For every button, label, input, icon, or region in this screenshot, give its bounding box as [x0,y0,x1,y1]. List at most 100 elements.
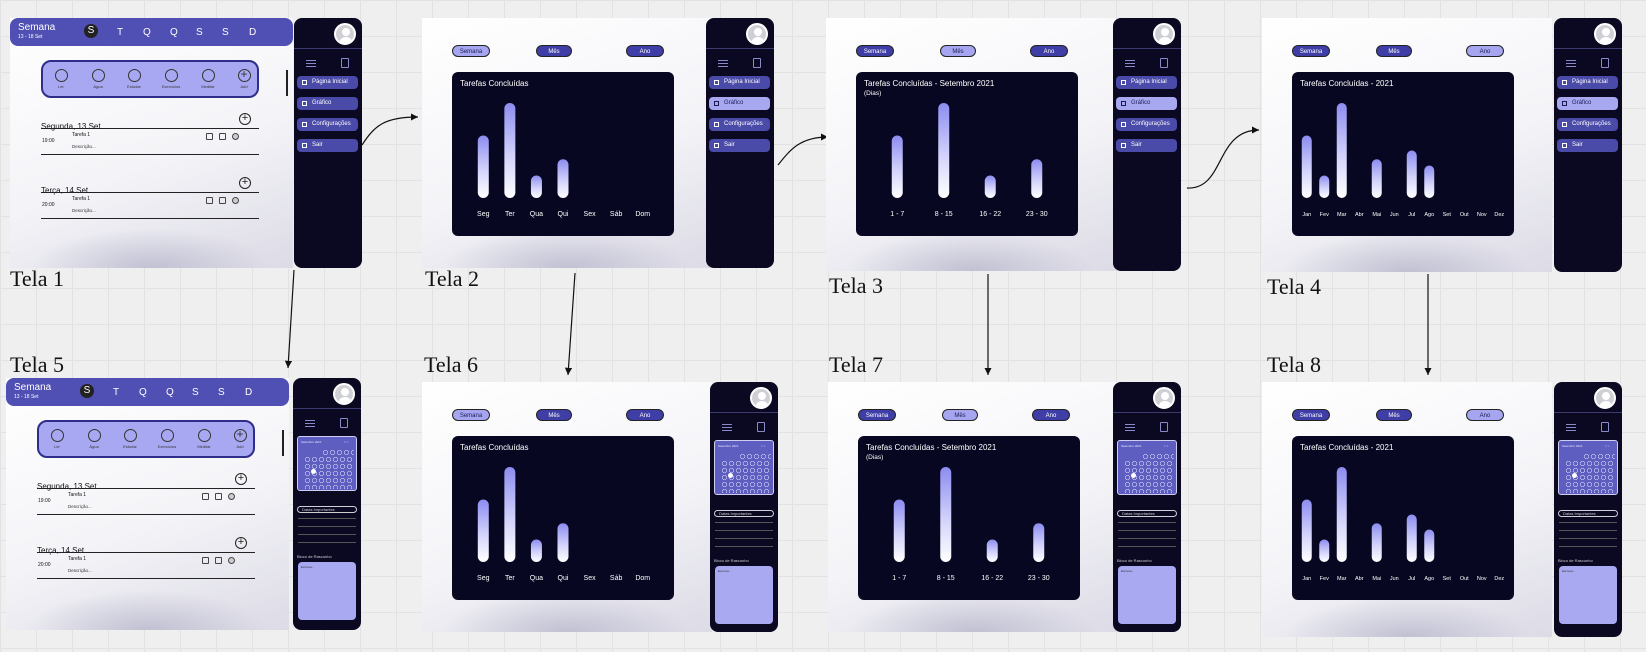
day-t[interactable]: T [117,27,124,38]
avatar[interactable] [1153,23,1175,45]
tab-mes[interactable]: Mês [536,45,572,57]
tab-semana[interactable]: Semana [452,409,490,421]
check-icon[interactable] [206,197,213,204]
day-s2[interactable]: S [196,27,203,38]
sidebar-item-home[interactable]: Página Inicial [1557,76,1618,89]
bar-1[interactable] [504,103,516,198]
bar-3[interactable] [1033,523,1045,562]
avatar[interactable] [1594,387,1616,409]
menu-icon[interactable] [718,60,728,67]
scroll-handle[interactable] [282,430,284,456]
day-t[interactable]: T [113,387,120,398]
check-icon[interactable] [206,133,213,140]
tab-ano[interactable]: Ano [626,409,664,421]
tab-ano[interactable]: Ano [1466,45,1504,57]
clipboard-icon[interactable] [340,418,348,428]
bar-2[interactable] [530,175,542,199]
add-task-button[interactable]: + [235,473,247,485]
clipboard-icon[interactable] [757,422,765,432]
sidebar-item-grafico[interactable]: Gráfico [1116,97,1177,110]
sidebar-item-config[interactable]: Configurações [297,118,358,131]
clipboard-icon[interactable] [1601,422,1609,432]
bar-1[interactable] [940,467,952,562]
sidebar-item-config[interactable]: Configurações [1116,118,1177,131]
sidebar-item-config[interactable]: Configurações [709,118,770,131]
clipboard-icon[interactable] [1160,58,1168,68]
sidebar-item-grafico[interactable]: Gráfico [297,97,358,110]
bloco-textarea[interactable]: Escreva... [1118,566,1176,624]
tab-mes[interactable]: Mês [942,409,978,421]
more-icon[interactable] [228,557,235,564]
day-s3[interactable]: S [222,27,229,38]
more-icon[interactable] [232,197,239,204]
bar-4[interactable] [1371,523,1382,562]
scroll-handle[interactable] [286,70,288,96]
tab-mes[interactable]: Mês [940,45,976,57]
sidebar-item-sair[interactable]: Sair [1116,139,1177,152]
bar-1[interactable] [1319,175,1330,199]
tab-mes[interactable]: Mês [1376,45,1412,57]
habit-meditar[interactable]: Meditar [193,69,223,89]
clipboard-icon[interactable] [1160,422,1168,432]
habit-estudar[interactable]: Estudar [119,69,149,89]
bloco-textarea[interactable]: Escreva... [715,566,773,624]
calendar-nav[interactable]: < > [344,440,349,444]
tab-semana[interactable]: Semana [1292,45,1330,57]
bar-3[interactable] [1031,159,1043,198]
tab-ano[interactable]: Ano [1466,409,1504,421]
check-icon[interactable] [202,557,209,564]
sidebar-item-home[interactable]: Página Inicial [297,76,358,89]
habit-exercicios[interactable]: Exercícios [152,429,182,449]
habit-add[interactable]: Add [225,427,255,449]
habit-agua[interactable]: Água [83,69,113,89]
more-icon[interactable] [228,493,235,500]
bar-2[interactable] [984,175,996,199]
thumb-icon[interactable] [219,133,226,140]
bar-7[interactable] [1424,165,1435,199]
avatar[interactable] [333,383,355,405]
bar-4[interactable] [1371,159,1382,198]
calendar-nav[interactable]: < > [1605,444,1610,448]
sidebar-item-grafico[interactable]: Gráfico [709,97,770,110]
sidebar-item-config[interactable]: Configurações [1557,118,1618,131]
day-q1[interactable]: Q [143,27,151,38]
habit-meditar[interactable]: Meditar [189,429,219,449]
bar-3[interactable] [557,523,569,562]
thumb-icon[interactable] [215,557,222,564]
bar-3[interactable] [557,159,569,198]
menu-icon[interactable] [1125,424,1135,431]
habit-add[interactable]: Add [229,67,259,89]
sidebar-item-sair[interactable]: Sair [297,139,358,152]
bar-2[interactable] [1336,103,1347,198]
thumb-icon[interactable] [219,197,226,204]
habit-ler[interactable]: Ler [46,69,76,89]
clipboard-icon[interactable] [1601,58,1609,68]
habit-agua[interactable]: Água [79,429,109,449]
day-s[interactable]: S [84,24,98,38]
bar-1[interactable] [504,467,516,562]
calendar-selected-day[interactable] [1131,473,1136,478]
calendar-days-grid[interactable] [322,449,354,457]
tab-semana[interactable]: Semana [1292,409,1330,421]
bar-0[interactable] [891,135,903,199]
tab-semana[interactable]: Semana [856,45,894,57]
calendar-selected-day[interactable] [728,473,733,478]
avatar[interactable] [1153,387,1175,409]
calendar-days-grid[interactable] [1142,453,1174,461]
bar-2[interactable] [530,539,542,563]
bar-6[interactable] [1406,150,1417,199]
avatar[interactable] [750,387,772,409]
bar-1[interactable] [938,103,950,198]
habit-exercicios[interactable]: Exercícios [156,69,186,89]
bloco-textarea[interactable]: Escreva... [298,562,356,620]
avatar[interactable] [334,23,356,45]
bar-0[interactable] [1301,135,1312,199]
menu-icon[interactable] [1566,424,1576,431]
calendar-widget[interactable]: Setembro 2021 < > [1117,440,1177,495]
avatar[interactable] [1594,23,1616,45]
habit-ler[interactable]: Ler [42,429,72,449]
calendar-days-grid[interactable] [1583,453,1615,461]
menu-icon[interactable] [305,420,315,427]
calendar-widget[interactable]: Setembro 2021 < > [714,440,774,495]
bar-1[interactable] [1319,539,1330,563]
